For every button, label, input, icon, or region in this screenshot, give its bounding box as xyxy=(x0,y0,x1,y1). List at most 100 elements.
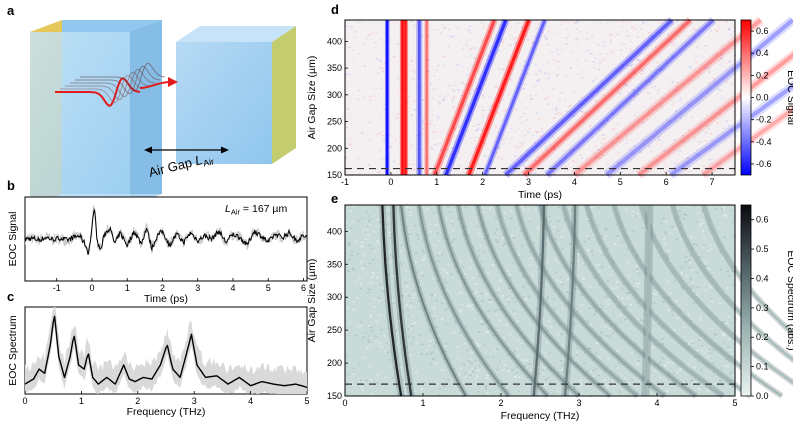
noise-speckle xyxy=(690,115,693,118)
noise-speckle xyxy=(616,306,619,308)
noise-speckle xyxy=(532,351,536,353)
noise-speckle xyxy=(643,21,646,24)
noise-speckle xyxy=(485,76,488,78)
noise-speckle xyxy=(482,64,485,66)
noise-speckle xyxy=(621,241,624,244)
noise-speckle xyxy=(456,163,459,165)
noise-speckle xyxy=(580,75,583,77)
noise-speckle xyxy=(537,79,540,81)
noise-speckle xyxy=(405,304,409,306)
noise-speckle xyxy=(581,304,584,306)
noise-speckle xyxy=(489,106,492,108)
noise-speckle xyxy=(514,42,517,45)
noise-speckle xyxy=(595,78,598,80)
noise-speckle xyxy=(444,96,447,98)
noise-speckle xyxy=(512,293,515,295)
noise-speckle xyxy=(513,37,516,40)
noise-speckle xyxy=(581,103,584,105)
noise-speckle xyxy=(639,319,642,321)
noise-speckle xyxy=(702,213,705,215)
noise-speckle xyxy=(728,61,731,63)
noise-speckle xyxy=(555,113,558,115)
noise-speckle xyxy=(500,360,504,363)
noise-speckle xyxy=(432,74,434,75)
noise-speckle xyxy=(606,120,609,122)
noise-speckle xyxy=(540,127,543,130)
noise-speckle xyxy=(576,310,579,313)
noise-speckle xyxy=(526,119,529,121)
noise-speckle xyxy=(663,67,666,70)
noise-speckle xyxy=(438,95,441,98)
panel-label-b: b xyxy=(7,178,15,193)
noise-speckle xyxy=(375,88,378,90)
noise-speckle xyxy=(569,111,572,114)
noise-speckle xyxy=(463,342,466,345)
noise-speckle xyxy=(569,67,572,69)
noise-speckle xyxy=(703,139,706,141)
noise-speckle xyxy=(656,62,659,64)
noise-speckle xyxy=(607,299,610,301)
noise-speckle xyxy=(531,274,534,277)
noise-speckle xyxy=(472,290,475,293)
noise-speckle xyxy=(638,272,641,275)
noise-speckle xyxy=(713,98,716,100)
noise-speckle xyxy=(654,97,656,98)
noise-speckle xyxy=(529,169,532,171)
noise-speckle xyxy=(557,206,561,209)
noise-speckle xyxy=(516,147,519,150)
x-tick-label: 1 xyxy=(79,396,84,406)
noise-speckle xyxy=(360,241,364,244)
noise-speckle xyxy=(384,226,387,228)
noise-speckle xyxy=(633,114,636,117)
noise-speckle xyxy=(655,27,658,29)
noise-speckle xyxy=(515,385,518,388)
noise-speckle xyxy=(597,44,600,46)
noise-speckle xyxy=(461,81,464,83)
noise-speckle xyxy=(439,32,442,34)
noise-speckle xyxy=(667,174,670,177)
noise-speckle xyxy=(400,294,404,297)
noise-speckle xyxy=(733,221,736,223)
noise-speckle xyxy=(624,306,627,309)
noise-speckle xyxy=(523,110,525,111)
noise-speckle xyxy=(636,87,639,89)
noise-speckle xyxy=(729,34,732,36)
noise-speckle xyxy=(690,287,693,290)
noise-speckle xyxy=(429,352,433,355)
noise-speckle xyxy=(505,296,508,299)
noise-speckle xyxy=(603,45,606,48)
noise-speckle xyxy=(667,309,670,311)
signal-trace xyxy=(25,208,307,255)
noise-speckle xyxy=(588,260,592,263)
noise-speckle xyxy=(626,129,629,131)
noise-speckle xyxy=(470,339,474,342)
noise-speckle xyxy=(598,44,600,45)
noise-speckle xyxy=(349,210,352,212)
noise-speckle xyxy=(586,218,589,221)
noise-speckle xyxy=(415,86,418,88)
noise-speckle xyxy=(728,92,730,93)
noise-speckle xyxy=(625,305,628,308)
noise-speckle xyxy=(636,213,639,216)
noise-speckle xyxy=(486,324,489,327)
noise-speckle xyxy=(377,170,380,173)
noise-speckle xyxy=(492,38,495,41)
noise-speckle xyxy=(431,97,433,98)
y-tick-label: 250 xyxy=(327,325,342,335)
noise-speckle xyxy=(592,23,595,25)
noise-speckle xyxy=(445,272,449,274)
noise-speckle xyxy=(619,84,622,86)
noise-speckle xyxy=(460,111,463,113)
noise-speckle xyxy=(711,362,715,364)
noise-speckle xyxy=(457,275,461,277)
noise-speckle xyxy=(566,278,570,281)
noise-speckle xyxy=(369,326,373,329)
noise-speckle xyxy=(413,225,417,227)
noise-speckle xyxy=(654,77,657,79)
noise-speckle xyxy=(652,302,656,304)
noise-speckle xyxy=(609,33,612,36)
noise-speckle xyxy=(575,36,578,39)
noise-speckle xyxy=(616,349,619,352)
colorbar-tick-label: 0.6 xyxy=(756,215,769,225)
